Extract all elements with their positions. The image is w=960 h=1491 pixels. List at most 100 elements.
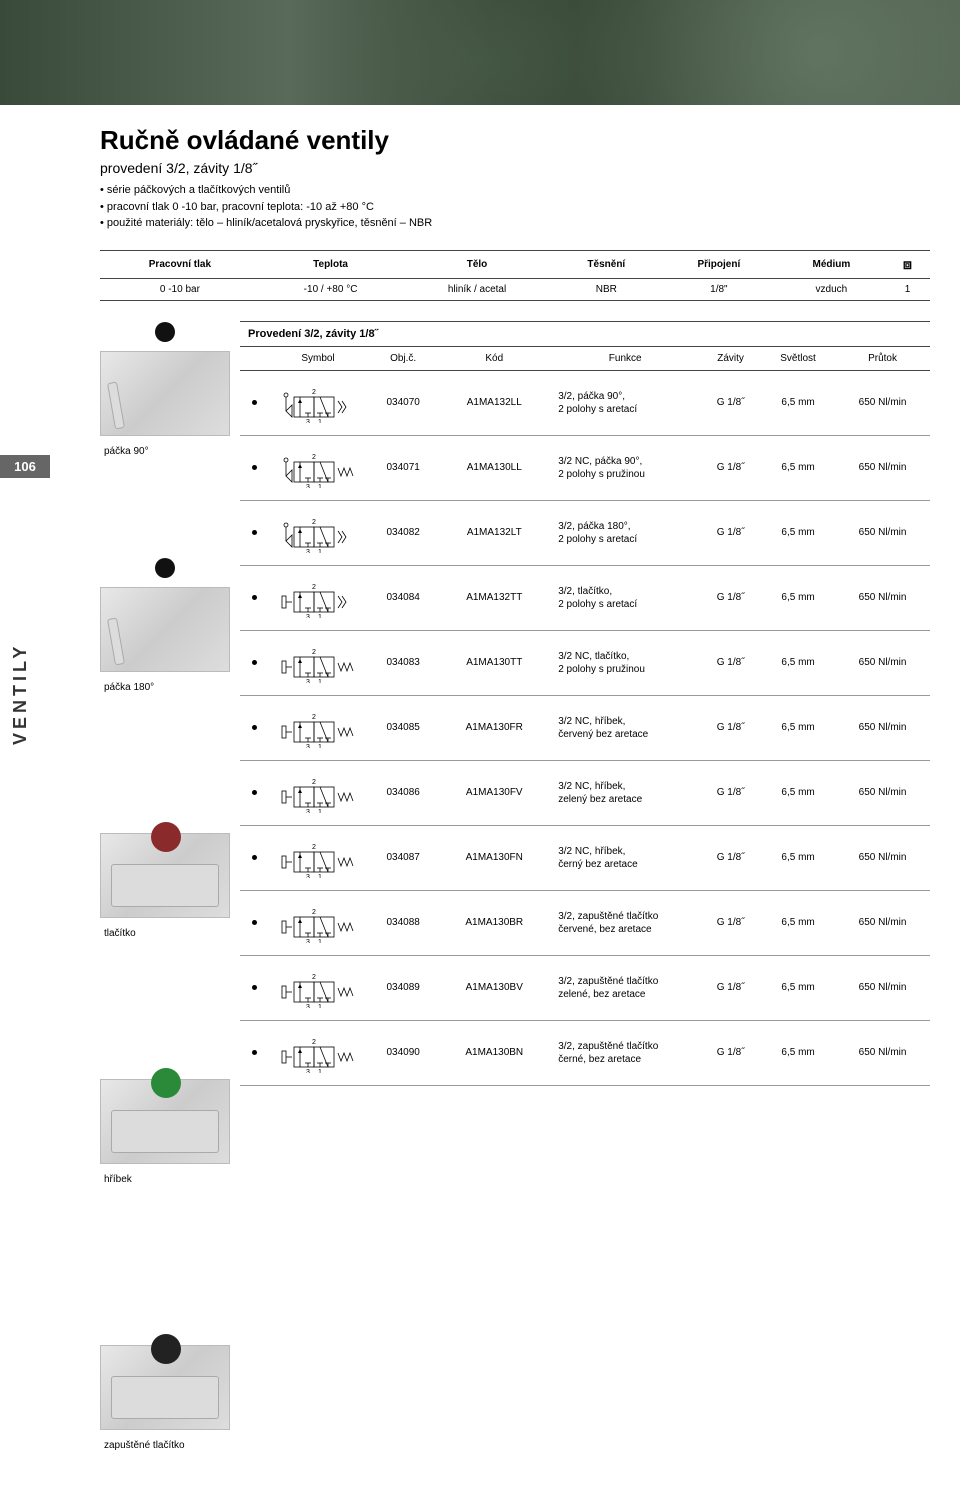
- code: A1MA130BV: [438, 955, 550, 1020]
- table-row: 2 3 1 034071 A1MA130LL 3/2 NC, páčka 90°…: [240, 435, 930, 500]
- function-desc: 3/2, tlačítko,2 polohy s aretací: [550, 565, 700, 630]
- flow: 650 Nl/min: [835, 955, 930, 1020]
- bore: 6,5 mm: [761, 955, 835, 1020]
- obj-number: 034070: [368, 370, 438, 435]
- bullet-list: série páčkových a tlačítkových ventilů p…: [100, 182, 930, 232]
- svg-text:1: 1: [318, 1069, 322, 1073]
- svg-text:1: 1: [318, 419, 322, 423]
- image-caption: hříbek: [100, 1170, 240, 1195]
- svg-text:1: 1: [318, 679, 322, 683]
- side-column: 106 VENTILY: [0, 125, 90, 1461]
- col-header: Funkce: [550, 347, 700, 371]
- main-header-row: Symbol Obj.č. Kód Funkce Závity Světlost…: [240, 347, 930, 371]
- code: A1MA130FN: [438, 825, 550, 890]
- col-header: [240, 347, 268, 371]
- thread: G 1/8˝: [700, 760, 761, 825]
- function-desc: 3/2 NC, hříbek,zelený bez aretace: [550, 760, 700, 825]
- section-label: VENTILY: [10, 643, 31, 745]
- spec-header: Připojení: [660, 250, 778, 278]
- flow: 650 Nl/min: [835, 500, 930, 565]
- product-image: [100, 833, 230, 918]
- row-dot: [240, 1020, 268, 1085]
- bore: 6,5 mm: [761, 435, 835, 500]
- symbol-icon: 2 3 1: [268, 435, 368, 500]
- svg-text:3: 3: [306, 484, 310, 488]
- thread: G 1/8˝: [700, 890, 761, 955]
- spec-header-row: Pracovní tlak Teplota Tělo Těsnění Připo…: [100, 250, 930, 278]
- row-dot: [240, 435, 268, 500]
- image-caption: tlačítko: [100, 924, 240, 949]
- thread: G 1/8˝: [700, 630, 761, 695]
- flow: 650 Nl/min: [835, 630, 930, 695]
- function-desc: 3/2, zapuštěné tlačítkočervené, bez aret…: [550, 890, 700, 955]
- svg-text:2: 2: [312, 584, 316, 591]
- obj-number: 034083: [368, 630, 438, 695]
- thread: G 1/8˝: [700, 565, 761, 630]
- thread: G 1/8˝: [700, 370, 761, 435]
- table-row: 2 3 1 034085 A1MA130FR 3/2 NC, hříbek,če…: [240, 695, 930, 760]
- svg-text:2: 2: [312, 974, 316, 981]
- function-desc: 3/2, páčka 90°,2 polohy s aretací: [550, 370, 700, 435]
- flow: 650 Nl/min: [835, 890, 930, 955]
- symbol-icon: 2 3 1: [268, 955, 368, 1020]
- obj-number: 034090: [368, 1020, 438, 1085]
- col-header: Závity: [700, 347, 761, 371]
- svg-text:1: 1: [318, 1004, 322, 1008]
- col-header: Světlost: [761, 347, 835, 371]
- symbol-icon: 2 3 1: [268, 825, 368, 890]
- top-banner: [0, 0, 960, 105]
- spec-cell: 1: [885, 278, 930, 300]
- spec-cell: vzduch: [778, 278, 885, 300]
- row-dot: [240, 630, 268, 695]
- svg-text:2: 2: [312, 454, 316, 461]
- svg-text:3: 3: [306, 809, 310, 813]
- function-desc: 3/2 NC, hříbek,červený bez aretace: [550, 695, 700, 760]
- spec-header: Těsnění: [553, 250, 660, 278]
- col-header: Symbol: [268, 347, 368, 371]
- bore: 6,5 mm: [761, 1020, 835, 1085]
- obj-number: 034088: [368, 890, 438, 955]
- table-row: 2 3 1 034082 A1MA132LT 3/2, páčka 180°,2…: [240, 500, 930, 565]
- product-images-column: páčka 90° páčka 180° tlačítko hříbek zap…: [100, 321, 240, 1461]
- bullet-item: použité materiály: tělo – hliník/acetalo…: [100, 215, 930, 232]
- flow: 650 Nl/min: [835, 760, 930, 825]
- product-image: [100, 1079, 230, 1164]
- symbol-icon: 2 3 1: [268, 890, 368, 955]
- bore: 6,5 mm: [761, 890, 835, 955]
- bore: 6,5 mm: [761, 760, 835, 825]
- function-desc: 3/2 NC, tlačítko,2 polohy s pružinou: [550, 630, 700, 695]
- code: A1MA130BN: [438, 1020, 550, 1085]
- page: 106 VENTILY Ručně ovládané ventily prove…: [0, 105, 960, 1491]
- image-caption: páčka 180°: [100, 678, 240, 703]
- obj-number: 034071: [368, 435, 438, 500]
- function-desc: 3/2, páčka 180°,2 polohy s aretací: [550, 500, 700, 565]
- symbol-icon: 2 3 1: [268, 370, 368, 435]
- spec-cell: hliník / acetal: [401, 278, 552, 300]
- image-caption: páčka 90°: [100, 442, 240, 467]
- row-dot: [240, 565, 268, 630]
- table-row: 2 3 1 034070 A1MA132LL 3/2, páčka 90°,2 …: [240, 370, 930, 435]
- obj-number: 034085: [368, 695, 438, 760]
- obj-number: 034086: [368, 760, 438, 825]
- product-image: [100, 351, 230, 436]
- row-dot: [240, 890, 268, 955]
- col-header: Obj.č.: [368, 347, 438, 371]
- table-row: 2 3 1 034087 A1MA130FN 3/2 NC, hříbek,če…: [240, 825, 930, 890]
- symbol-icon: 2 3 1: [268, 565, 368, 630]
- row-dot: [240, 695, 268, 760]
- flow: 650 Nl/min: [835, 1020, 930, 1085]
- page-number-tab: 106: [0, 455, 50, 478]
- code: A1MA130FV: [438, 760, 550, 825]
- function-desc: 3/2 NC, páčka 90°,2 polohy s pružinou: [550, 435, 700, 500]
- bullet-item: pracovní tlak 0 -10 bar, pracovní teplot…: [100, 199, 930, 216]
- spec-header: Médium: [778, 250, 885, 278]
- symbol-icon: 2 3 1: [268, 1020, 368, 1085]
- table-row: 2 3 1 034084 A1MA132TT 3/2, tlačítko,2 p…: [240, 565, 930, 630]
- spec-header: Pracovní tlak: [100, 250, 260, 278]
- obj-number: 034084: [368, 565, 438, 630]
- svg-text:3: 3: [306, 614, 310, 618]
- table-row: 2 3 1 034090 A1MA130BN 3/2, zapuštěné tl…: [240, 1020, 930, 1085]
- bore: 6,5 mm: [761, 695, 835, 760]
- main-table-wrap: Provedení 3/2, závity 1/8˝ Symbol Obj.č.…: [240, 321, 930, 1461]
- svg-text:1: 1: [318, 744, 322, 748]
